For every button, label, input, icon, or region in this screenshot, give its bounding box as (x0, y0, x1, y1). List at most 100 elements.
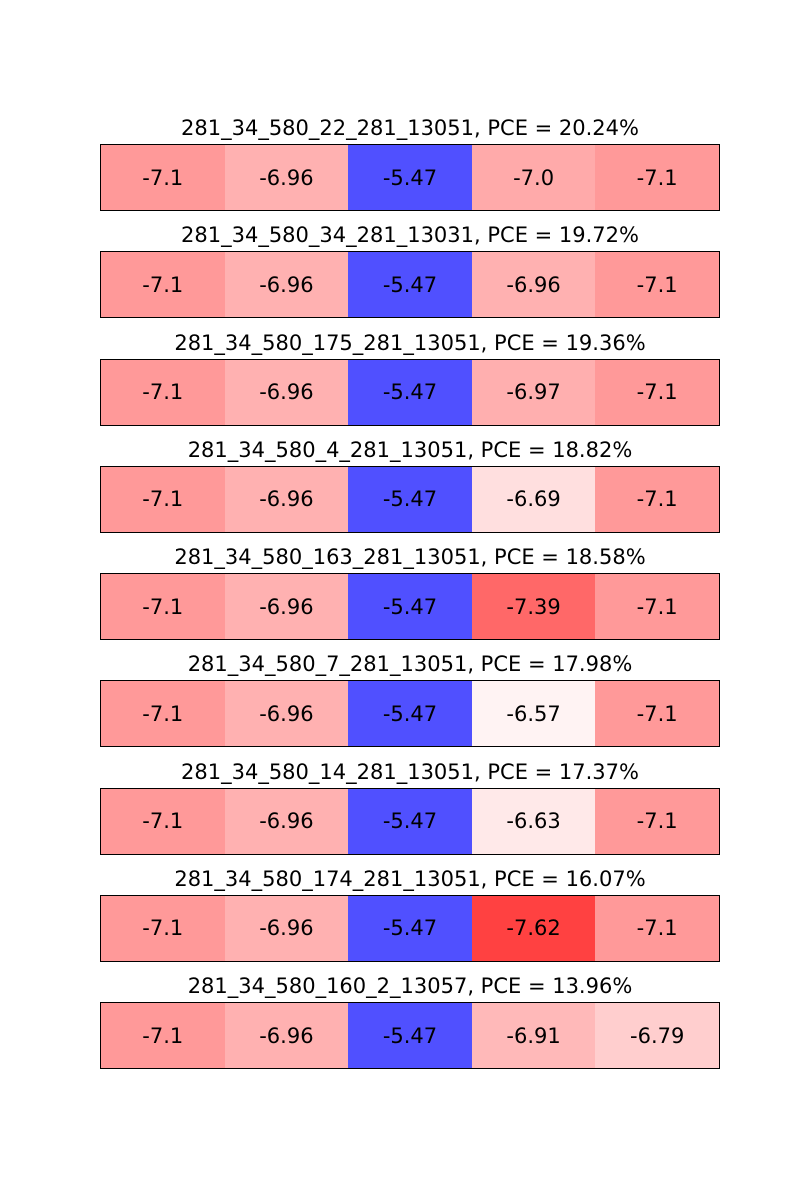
heatmap-cell: -7.1 (101, 145, 225, 210)
heatmap-cell: -6.97 (471, 359, 596, 425)
heatmap-cell: -5.47 (348, 788, 472, 854)
panel-title: 281_34_580_163_281_13051, PCE = 18.58% (174, 545, 646, 569)
heatmap-cell: -7.1 (101, 788, 225, 854)
heatmap-cell: -5.47 (348, 574, 472, 639)
cell-value-label: -6.69 (506, 487, 561, 512)
cell-value-label: -7.1 (142, 487, 184, 512)
panel-title: 281_34_580_174_281_13051, PCE = 16.07% (174, 866, 646, 891)
cell-value-label: -6.96 (259, 1023, 314, 1048)
heatmap-cell: -6.91 (471, 1003, 596, 1068)
cell-value-label: -6.96 (259, 809, 314, 833)
panel-title: 281_34_580_34_281_13031, PCE = 19.72% (181, 223, 639, 248)
heatmap-cell: -7.1 (101, 681, 225, 747)
heatmap-strip: -7.1 -6.96 -5.47 -7.62 -7.1 (100, 894, 720, 962)
cell-value-label: -5.47 (382, 380, 438, 404)
heatmap-strip: -7.1 -6.96 -5.47 -6.69 -7.1 (100, 465, 720, 533)
heatmap-cell: -7.1 (101, 252, 225, 318)
cell-value-label: -6.96 (259, 272, 314, 297)
panel-title: 281_34_580_14_281_13051, PCE = 17.37% (181, 759, 639, 784)
cell-value-label: -7.1 (636, 594, 678, 619)
heatmap-strip: -7.1 -6.96 -5.47 -6.91 -6.79 (100, 1002, 720, 1069)
heatmap-strip: -7.1 -6.96 -5.47 -7.0 -7.1 (100, 144, 720, 211)
heatmap-strip: -7.1 -6.96 -5.47 -6.96 -7.1 (100, 251, 720, 319)
heatmap-cell: -6.96 (471, 252, 596, 318)
cell-value-label: -6.96 (259, 487, 314, 512)
cell-value-label: -5.47 (382, 272, 438, 297)
cell-value-label: -5.47 (382, 809, 438, 833)
cell-value-label: -7.1 (142, 809, 184, 833)
cell-value-label: -6.96 (259, 380, 314, 404)
heatmap-strip: -7.1 -6.96 -5.47 -6.57 -7.1 (100, 680, 720, 748)
cell-value-label: -7.62 (506, 916, 561, 941)
cell-value-label: -7.1 (636, 165, 678, 190)
cell-value-label: -6.96 (259, 701, 314, 726)
cell-value-label: -6.97 (506, 380, 561, 404)
cell-value-label: -6.57 (506, 701, 561, 726)
cell-value-label: -5.47 (382, 594, 438, 619)
heatmap-cell: -6.96 (224, 895, 349, 961)
heatmap-cell: -6.96 (224, 359, 349, 425)
cell-value-label: -5.47 (382, 916, 438, 941)
heatmap-cell: -7.1 (595, 574, 719, 639)
cell-value-label: -7.1 (636, 701, 678, 726)
heatmap-cell: -6.96 (224, 1003, 349, 1068)
cell-value-label: -6.96 (506, 272, 561, 297)
cell-value-label: -6.63 (506, 809, 561, 833)
panel-title: 281_34_580_4_281_13051, PCE = 18.82% (187, 437, 633, 462)
cell-value-label: -5.47 (382, 1023, 438, 1048)
heatmap-cell: -5.47 (348, 145, 472, 210)
heatmap-cell: -6.63 (471, 788, 596, 854)
cell-value-label: -7.0 (513, 165, 555, 190)
heatmap-cell: -5.47 (348, 359, 472, 425)
panel-title: 281_34_580_22_281_13051, PCE = 20.24% (181, 116, 639, 140)
cell-value-label: -7.1 (636, 809, 678, 833)
heatmap-cell: -7.62 (471, 895, 596, 961)
cell-value-label: -6.96 (259, 916, 314, 941)
panel-title: 281_34_580_160_2_13057, PCE = 13.96% (187, 974, 633, 998)
cell-value-label: -7.1 (636, 380, 678, 404)
heatmap-cell: -7.1 (101, 574, 225, 639)
heatmap-cell: -5.47 (348, 252, 472, 318)
heatmap-cell: -7.1 (595, 145, 719, 210)
heatmap-cell: -7.1 (595, 681, 719, 747)
heatmap-cell: -6.96 (224, 466, 349, 532)
heatmap-cell: -7.1 (595, 788, 719, 854)
cell-value-label: -6.96 (259, 165, 314, 190)
heatmap-cell: -6.96 (224, 681, 349, 747)
cell-value-label: -7.1 (142, 594, 184, 619)
cell-value-label: -6.79 (630, 1023, 685, 1048)
cell-value-label: -7.1 (142, 701, 184, 726)
heatmap-cell: -5.47 (348, 681, 472, 747)
heatmap-cell: -7.0 (471, 145, 596, 210)
cell-value-label: -7.1 (142, 380, 184, 404)
heatmap-cell: -7.1 (595, 466, 719, 532)
heatmap-cell: -7.1 (595, 252, 719, 318)
heatmap-cell: -6.96 (224, 788, 349, 854)
heatmap-cell: -6.79 (595, 1003, 719, 1068)
heatmap-cell: -6.57 (471, 681, 596, 747)
heatmap-cell: -7.1 (101, 895, 225, 961)
heatmap-cell: -6.96 (224, 574, 349, 639)
cell-value-label: -7.1 (636, 916, 678, 941)
heatmap-cell: -7.39 (471, 574, 596, 639)
cell-value-label: -7.1 (142, 1023, 184, 1048)
heatmap-cell: -7.1 (595, 359, 719, 425)
cell-value-label: -7.39 (506, 594, 561, 619)
heatmap-cell: -5.47 (348, 466, 472, 532)
cell-value-label: -7.1 (142, 165, 184, 190)
cell-value-label: -7.1 (142, 272, 184, 297)
heatmap-strip: -7.1 -6.96 -5.47 -7.39 -7.1 (100, 573, 720, 640)
cell-value-label: -5.47 (382, 165, 438, 190)
heatmap-cell: -7.1 (101, 466, 225, 532)
cell-value-label: -7.1 (636, 272, 678, 297)
heatmap-cell: -7.1 (101, 359, 225, 425)
heatmap-cell: -6.69 (471, 466, 596, 532)
heatmap-cell: -5.47 (348, 895, 472, 961)
heatmap-cell: -6.96 (224, 145, 349, 210)
heatmap-cell: -7.1 (101, 1003, 225, 1068)
heatmap-cell: -5.47 (348, 1003, 472, 1068)
panel-title: 281_34_580_175_281_13051, PCE = 19.36% (174, 330, 646, 355)
cell-value-label: -5.47 (382, 701, 438, 726)
cell-value-label: -5.47 (382, 487, 438, 512)
